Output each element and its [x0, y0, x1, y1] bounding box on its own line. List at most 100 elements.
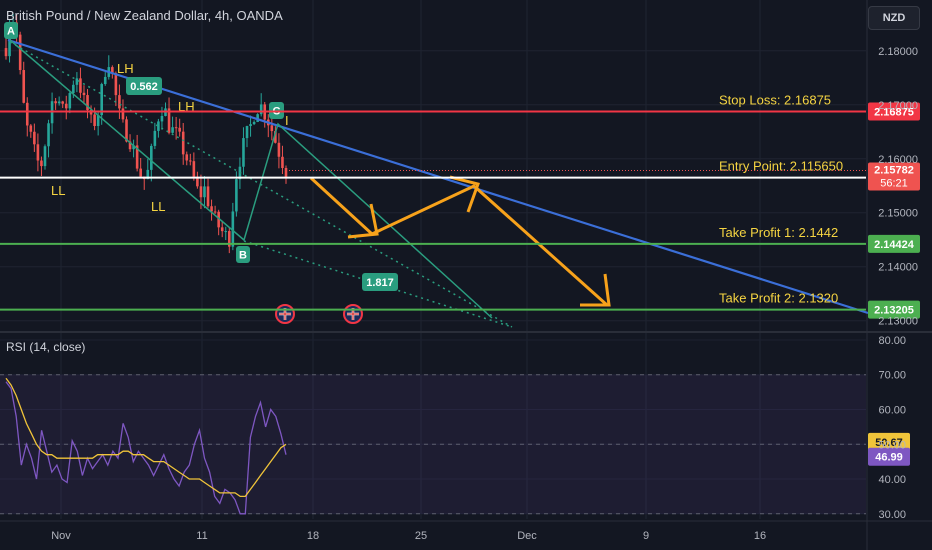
candle-body [206, 186, 210, 207]
wave-label-b: B [239, 250, 247, 262]
candle-body [213, 211, 217, 213]
wave-label-i: I [285, 113, 289, 128]
candle-body [135, 145, 139, 169]
currency-button[interactable]: NZD [868, 6, 920, 30]
rsi-tick-5: 30.00 [878, 509, 906, 521]
candle-body [100, 84, 103, 116]
candle-68 [245, 125, 249, 148]
stop-loss-badge: 2.16875 [874, 107, 914, 119]
price-tick-0: 2.18000 [878, 46, 918, 58]
time-tick-5: 9 [643, 530, 649, 542]
candle-body [245, 126, 249, 139]
candle-body [235, 179, 238, 212]
candle-body [79, 78, 82, 93]
candle-10 [40, 156, 43, 177]
candle-11 [43, 144, 47, 170]
rsi-ma-badge: 50.67 [875, 437, 903, 449]
fib-label-2-bg [362, 273, 398, 291]
candle-body [203, 186, 206, 198]
candle-body [114, 73, 118, 96]
candle-body [281, 156, 284, 168]
level-stop-loss[interactable]: Stop Loss: 2.16875 2.16875 [0, 93, 920, 121]
candle-59 [213, 205, 217, 214]
candle-70 [252, 120, 256, 126]
candle-77 [277, 133, 281, 169]
time-tick-6: 16 [754, 530, 766, 542]
rsi-band [0, 374, 866, 515]
candle-body [181, 131, 185, 155]
candle-body [227, 231, 231, 247]
candle-body [96, 115, 100, 127]
stop-loss-label: Stop Loss: 2.16875 [719, 93, 831, 108]
candle-38 [139, 157, 142, 178]
rsi-ma-badge-bg [868, 432, 910, 451]
candle-body [8, 28, 11, 57]
time-tick-4: Dec [517, 530, 537, 542]
level-take-profit-1[interactable]: Take Profit 1: 2.1442 2.14424 [0, 225, 920, 253]
candle-22 [82, 85, 86, 103]
candle-body [47, 123, 50, 147]
candle-body [64, 103, 68, 109]
candle-body [196, 176, 199, 187]
candle-44 [160, 106, 164, 130]
candle-body [128, 141, 132, 150]
candle-52 [189, 153, 192, 166]
candle-48 [174, 116, 178, 140]
candle-61 [220, 220, 224, 238]
candle-14 [54, 97, 57, 110]
uk-flag-icon-1 [275, 304, 295, 324]
candle-17 [64, 95, 68, 120]
price-levels[interactable]: Stop Loss: 2.16875 2.16875 Entry Point: 2.… [0, 93, 920, 319]
candle-5 [22, 61, 26, 104]
candle-73 [263, 102, 267, 128]
candle-body [54, 101, 57, 104]
entry-label: Entry Point: 2.115650 [719, 159, 843, 174]
candle-body [36, 144, 40, 161]
price-tick-3: 2.15000 [878, 208, 918, 220]
candle-40 [146, 158, 150, 180]
candle-18 [68, 91, 72, 114]
candle-body [153, 130, 157, 146]
current-price-value: 2.15782 [874, 165, 914, 177]
rsi-tick-4: 40.00 [878, 474, 906, 486]
candle-9 [36, 133, 40, 172]
arrowhead-2 [449, 175, 480, 213]
candle-body [284, 167, 288, 177]
candle-7 [29, 124, 33, 138]
rsi-series-ma [5, 377, 287, 498]
candle-body [217, 211, 220, 228]
candle-body [146, 169, 150, 180]
candle-body [231, 211, 235, 247]
time-tick-3: 25 [415, 530, 427, 542]
candle-body [249, 124, 252, 127]
candle-body [132, 145, 135, 150]
take-profit-1-badge: 2.14424 [874, 239, 915, 251]
candle-19 [72, 80, 75, 99]
price-tick-1: 2.17000 [878, 100, 918, 112]
candle-75 [270, 117, 274, 141]
level-take-profit-2[interactable]: Take Profit 2: 2.1320 2.13205 [0, 291, 920, 319]
candle-58 [210, 199, 213, 221]
candle-body [274, 131, 277, 143]
candle-body [86, 95, 89, 111]
candle-63 [227, 227, 231, 254]
time-tick-1: 11 [196, 530, 207, 542]
candle-body [150, 145, 153, 170]
current-price-badge-bg [868, 162, 920, 191]
candle-body [157, 121, 160, 131]
candle-34 [125, 116, 128, 143]
candle-body [4, 48, 8, 57]
rsi-series-rsi [5, 381, 287, 515]
candle-21 [79, 67, 82, 99]
candle-65 [235, 171, 238, 217]
current-price-countdown: 56:21 [880, 178, 908, 190]
candle-body [72, 84, 75, 94]
candle-43 [157, 118, 160, 138]
time-tick-2: 18 [307, 530, 319, 542]
arrowhead-3 [580, 273, 611, 307]
chart-title: British Pound / New Zealand Dollar, 4h, … [6, 8, 283, 23]
candle-body [18, 34, 22, 71]
rsi-tick-1: 70.00 [878, 370, 906, 382]
